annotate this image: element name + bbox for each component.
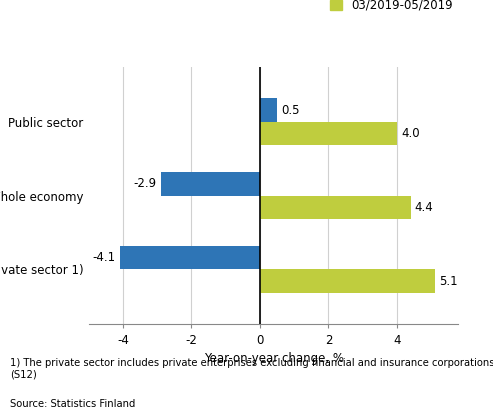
Bar: [260, 196, 411, 219]
Bar: [260, 122, 397, 146]
Text: 1) The private sector includes private enterprises excluding financial and insur: 1) The private sector includes private e…: [10, 358, 493, 379]
Text: 0.5: 0.5: [281, 104, 300, 116]
X-axis label: Year-on-year change, %: Year-on-year change, %: [204, 352, 344, 365]
Bar: [119, 245, 260, 269]
Text: 4.4: 4.4: [415, 201, 433, 214]
Text: -2.9: -2.9: [134, 177, 156, 190]
Bar: [161, 172, 260, 196]
Bar: [260, 98, 277, 122]
Text: -4.1: -4.1: [92, 251, 115, 264]
Bar: [260, 269, 434, 293]
Legend: 03/2020-05/2020, 03/2019-05/2019: 03/2020-05/2020, 03/2019-05/2019: [330, 0, 453, 12]
Text: 5.1: 5.1: [439, 275, 458, 287]
Text: 4.0: 4.0: [401, 127, 420, 140]
Text: Source: Statistics Finland: Source: Statistics Finland: [10, 399, 135, 409]
